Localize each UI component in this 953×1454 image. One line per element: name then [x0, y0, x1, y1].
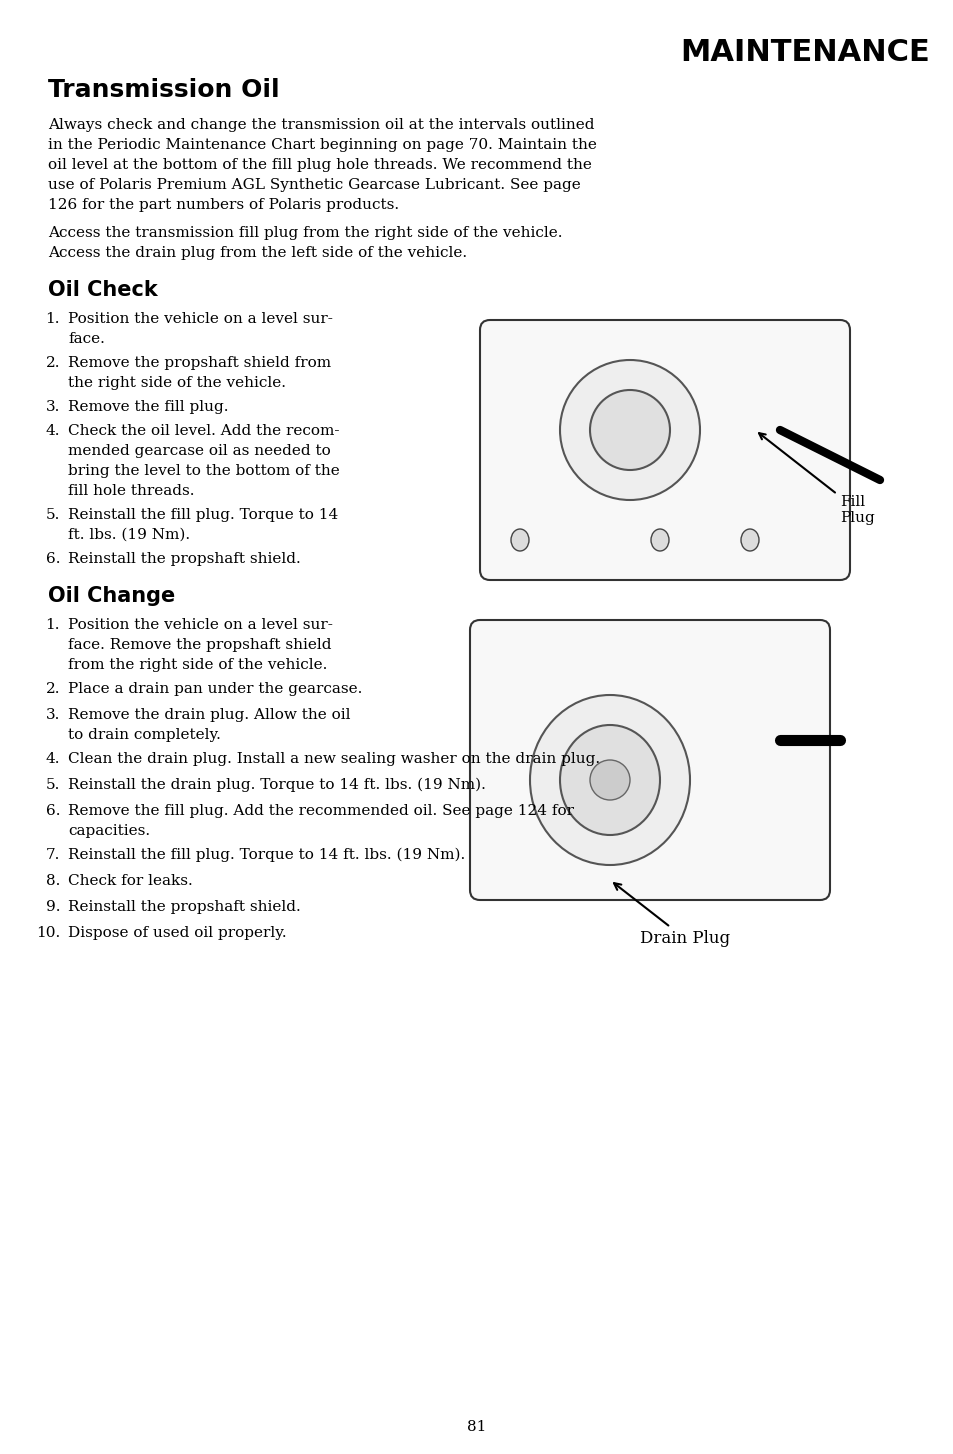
Text: 8.: 8.: [46, 874, 60, 888]
Ellipse shape: [559, 361, 700, 500]
Text: use of Polaris Premium AGL Synthetic Gearcase Lubricant. See page: use of Polaris Premium AGL Synthetic Gea…: [48, 177, 580, 192]
Text: Reinstall the fill plug. Torque to 14 ft. lbs. (19 Nm).: Reinstall the fill plug. Torque to 14 ft…: [68, 848, 465, 862]
Text: Access the transmission fill plug from the right side of the vehicle.: Access the transmission fill plug from t…: [48, 225, 562, 240]
Text: face. Remove the propshaft shield: face. Remove the propshaft shield: [68, 638, 331, 651]
Text: 126 for the part numbers of Polaris products.: 126 for the part numbers of Polaris prod…: [48, 198, 398, 212]
Text: 9.: 9.: [46, 900, 60, 915]
Text: 2.: 2.: [46, 682, 60, 696]
Text: fill hole threads.: fill hole threads.: [68, 484, 194, 499]
Text: 81: 81: [467, 1421, 486, 1434]
Text: 2.: 2.: [46, 356, 60, 369]
Text: bring the level to the bottom of the: bring the level to the bottom of the: [68, 464, 339, 478]
Text: ft. lbs. (19 Nm).: ft. lbs. (19 Nm).: [68, 528, 190, 542]
Text: Remove the drain plug. Allow the oil: Remove the drain plug. Allow the oil: [68, 708, 350, 723]
Text: 3.: 3.: [46, 708, 60, 723]
Text: 10.: 10.: [35, 926, 60, 939]
Text: 4.: 4.: [46, 752, 60, 766]
Text: Drain Plug: Drain Plug: [614, 883, 729, 947]
Text: Fill
Plug: Fill Plug: [759, 433, 874, 525]
Text: Position the vehicle on a level sur-: Position the vehicle on a level sur-: [68, 618, 333, 632]
Text: Position the vehicle on a level sur-: Position the vehicle on a level sur-: [68, 313, 333, 326]
Text: Reinstall the propshaft shield.: Reinstall the propshaft shield.: [68, 900, 300, 915]
Ellipse shape: [589, 760, 629, 800]
Ellipse shape: [530, 695, 689, 865]
Text: 4.: 4.: [46, 425, 60, 438]
Text: 5.: 5.: [46, 778, 60, 792]
FancyBboxPatch shape: [470, 619, 829, 900]
Text: 6.: 6.: [46, 804, 60, 819]
Text: Dispose of used oil properly.: Dispose of used oil properly.: [68, 926, 286, 939]
Ellipse shape: [589, 390, 669, 470]
Text: Oil Change: Oil Change: [48, 586, 175, 606]
Text: Reinstall the fill plug. Torque to 14: Reinstall the fill plug. Torque to 14: [68, 507, 338, 522]
Text: Reinstall the propshaft shield.: Reinstall the propshaft shield.: [68, 553, 300, 566]
Text: Oil Check: Oil Check: [48, 281, 157, 300]
Text: 3.: 3.: [46, 400, 60, 414]
Text: Remove the fill plug.: Remove the fill plug.: [68, 400, 229, 414]
Text: Transmission Oil: Transmission Oil: [48, 79, 279, 102]
Text: 7.: 7.: [46, 848, 60, 862]
Text: mended gearcase oil as needed to: mended gearcase oil as needed to: [68, 443, 331, 458]
Text: Remove the propshaft shield from: Remove the propshaft shield from: [68, 356, 331, 369]
Text: Always check and change the transmission oil at the intervals outlined: Always check and change the transmission…: [48, 118, 594, 132]
Text: 1.: 1.: [46, 618, 60, 632]
Text: MAINTENANCE: MAINTENANCE: [679, 38, 929, 67]
Text: oil level at the bottom of the fill plug hole threads. We recommend the: oil level at the bottom of the fill plug…: [48, 158, 591, 172]
Text: 5.: 5.: [46, 507, 60, 522]
Text: Clean the drain plug. Install a new sealing washer on the drain plug.: Clean the drain plug. Install a new seal…: [68, 752, 599, 766]
Text: in the Periodic Maintenance Chart beginning on page 70. Maintain the: in the Periodic Maintenance Chart beginn…: [48, 138, 597, 153]
Text: Reinstall the drain plug. Torque to 14 ft. lbs. (19 Nm).: Reinstall the drain plug. Torque to 14 f…: [68, 778, 485, 792]
Text: Access the drain plug from the left side of the vehicle.: Access the drain plug from the left side…: [48, 246, 467, 260]
Text: 1.: 1.: [46, 313, 60, 326]
Text: Place a drain pan under the gearcase.: Place a drain pan under the gearcase.: [68, 682, 362, 696]
Ellipse shape: [559, 726, 659, 835]
Text: 6.: 6.: [46, 553, 60, 566]
Text: to drain completely.: to drain completely.: [68, 728, 221, 742]
Text: Check the oil level. Add the recom-: Check the oil level. Add the recom-: [68, 425, 339, 438]
Ellipse shape: [511, 529, 529, 551]
Text: Check for leaks.: Check for leaks.: [68, 874, 193, 888]
Text: face.: face.: [68, 332, 105, 346]
Ellipse shape: [740, 529, 759, 551]
FancyBboxPatch shape: [479, 320, 849, 580]
Text: from the right side of the vehicle.: from the right side of the vehicle.: [68, 659, 327, 672]
Text: the right side of the vehicle.: the right side of the vehicle.: [68, 377, 286, 390]
Ellipse shape: [650, 529, 668, 551]
Text: capacities.: capacities.: [68, 824, 150, 838]
Text: Remove the fill plug. Add the recommended oil. See page 124 for: Remove the fill plug. Add the recommende…: [68, 804, 574, 819]
